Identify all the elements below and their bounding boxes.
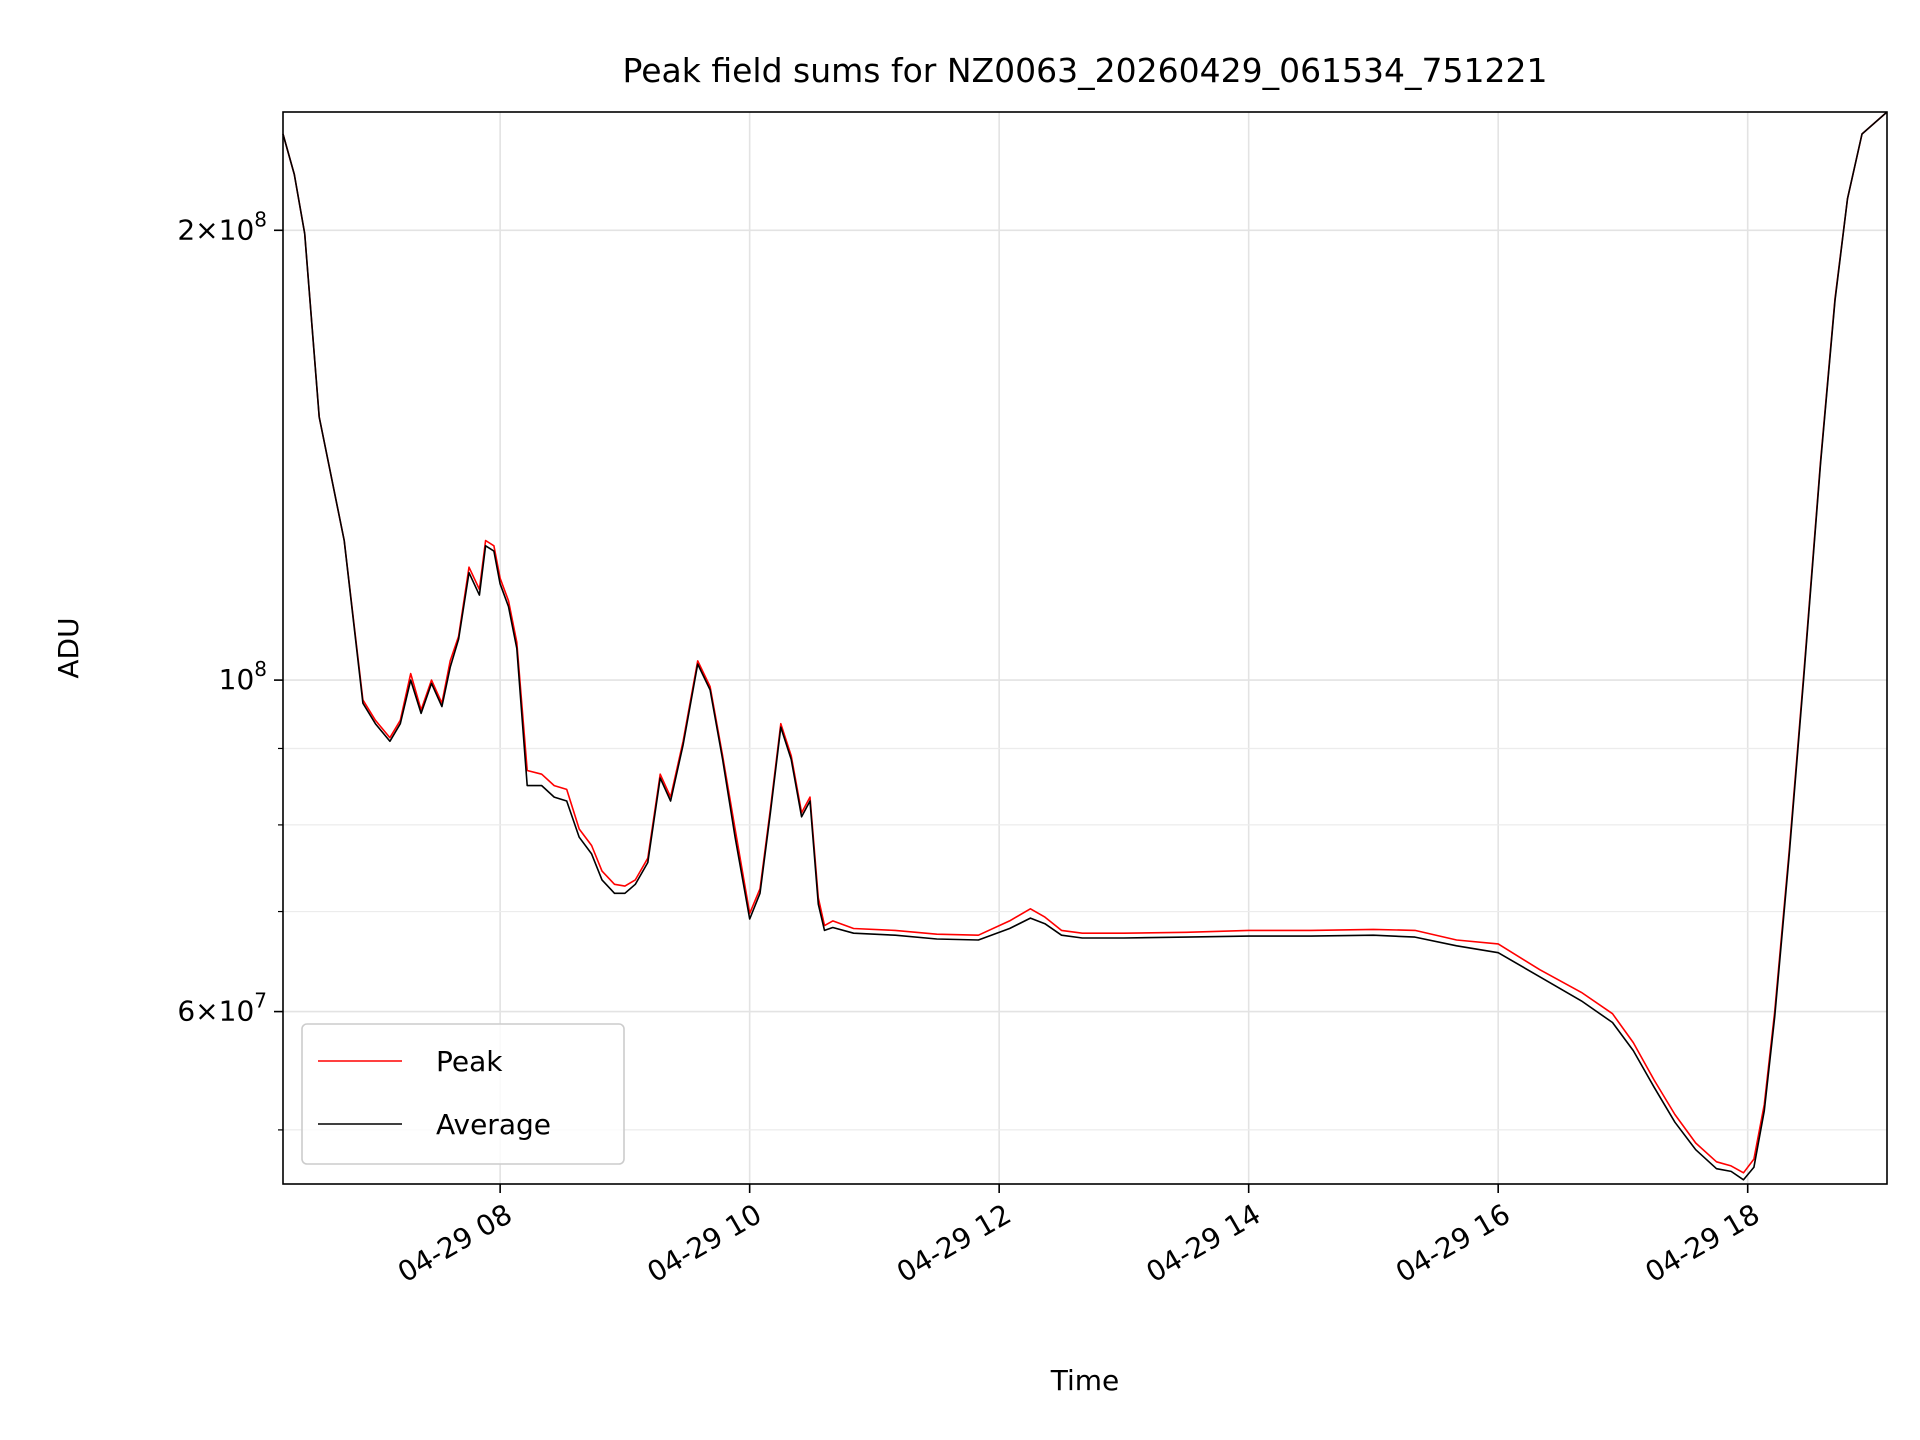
y-tick-base: 10 bbox=[219, 995, 255, 1028]
y-tick-label: 108 bbox=[219, 657, 267, 696]
legend: Peak Average bbox=[301, 1023, 625, 1165]
y-tick-times: × bbox=[195, 995, 218, 1028]
y-tick-mantissa: 2 bbox=[177, 213, 195, 246]
y-tick-exponent: 8 bbox=[254, 207, 267, 231]
legend-label-peak: Peak bbox=[436, 1045, 503, 1078]
legend-box bbox=[301, 1023, 625, 1165]
y-tick-times: × bbox=[195, 213, 218, 246]
y-tick-exponent: 7 bbox=[254, 989, 267, 1013]
series-lines bbox=[282, 111, 1888, 1181]
y-tick-base: 10 bbox=[219, 213, 255, 246]
grid bbox=[283, 112, 1887, 1184]
y-axis-label: ADU bbox=[52, 617, 85, 678]
plot-frame bbox=[282, 111, 1888, 1185]
legend-label-average: Average bbox=[436, 1108, 551, 1141]
x-axis-label: Time bbox=[1050, 1364, 1120, 1397]
y-tick-mantissa: 6 bbox=[177, 995, 195, 1028]
series-line-average bbox=[282, 111, 1888, 1181]
y-tick-label: 6×107 bbox=[177, 989, 267, 1028]
y-tick-base: 10 bbox=[219, 663, 255, 696]
chart-title: Peak field sums for NZ0063_20260429_0615… bbox=[622, 51, 1547, 90]
y-tick-label: 2×108 bbox=[177, 207, 267, 246]
y-tick-exponent: 8 bbox=[254, 657, 267, 681]
